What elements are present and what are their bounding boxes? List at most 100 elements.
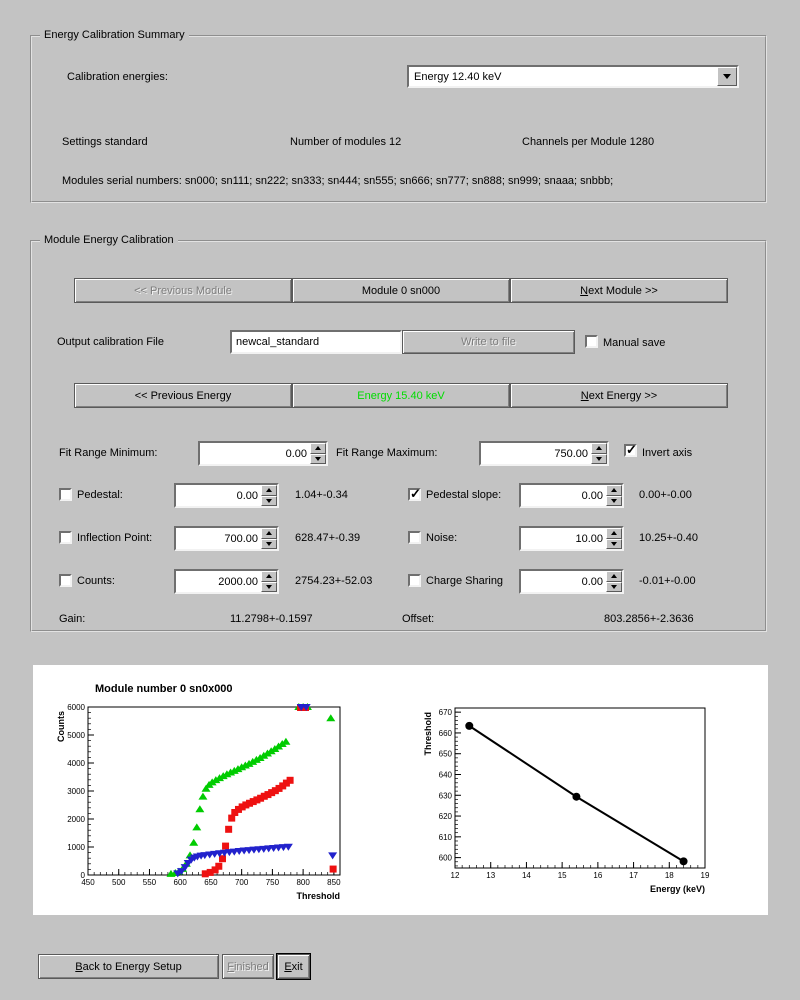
fit-min-down-button[interactable] <box>310 453 326 464</box>
pedestal-spinbox <box>174 483 279 508</box>
energy-calibration-summary-group: Energy Calibration Summary Calibration e… <box>30 29 767 203</box>
charge-sharing-checkbox[interactable] <box>408 574 421 587</box>
fit-range-min-input[interactable] <box>200 443 310 464</box>
module-group-title: Module Energy Calibration <box>40 234 178 246</box>
summary-group-title: Energy Calibration Summary <box>40 29 189 41</box>
energy-select[interactable]: Energy 12.40 keV <box>407 65 739 88</box>
noise-spinbox <box>519 526 624 551</box>
pedestal-slope-label: Pedestal slope: <box>426 489 502 501</box>
fit-max-up-button[interactable] <box>591 443 607 454</box>
svg-text:18: 18 <box>665 871 674 880</box>
svg-text:800: 800 <box>296 878 310 887</box>
down-arrow-icon <box>611 498 617 503</box>
inflection-down-button[interactable] <box>261 538 277 549</box>
up-arrow-icon <box>266 488 272 493</box>
svg-text:16: 16 <box>593 871 602 880</box>
pedestal-slope-checkbox[interactable] <box>408 486 421 502</box>
pedestal-slope-down-button[interactable] <box>606 495 622 506</box>
charge-sharing-up-button[interactable] <box>606 571 622 582</box>
svg-text:6000: 6000 <box>67 703 85 712</box>
noise-down-button[interactable] <box>606 538 622 549</box>
counts-result: 2754.23+-52.03 <box>295 575 373 587</box>
module-serial-numbers-label: Modules serial numbers: sn000; sn111; sn… <box>62 175 614 187</box>
write-to-file-button[interactable]: Write to file <box>402 330 575 354</box>
output-file-field-wrap <box>230 330 402 354</box>
svg-text:750: 750 <box>266 878 280 887</box>
counts-input[interactable] <box>176 571 261 592</box>
up-arrow-icon <box>596 446 602 451</box>
output-file-input[interactable] <box>232 332 400 352</box>
noise-checkbox[interactable] <box>408 531 421 544</box>
svg-text:500: 500 <box>112 878 126 887</box>
pedestal-slope-input[interactable] <box>521 485 606 506</box>
svg-text:14: 14 <box>522 871 531 880</box>
scurve-plot-title: Module number 0 sn0x000 <box>95 683 233 695</box>
up-arrow-icon <box>315 446 321 451</box>
charge-sharing-input[interactable] <box>521 571 606 592</box>
svg-text:0: 0 <box>81 871 86 880</box>
invert-axis-label: Invert axis <box>642 447 693 459</box>
counts-up-button[interactable] <box>261 571 277 582</box>
counts-checkbox[interactable] <box>59 574 72 587</box>
down-arrow-icon <box>611 584 617 589</box>
charge-sharing-down-button[interactable] <box>606 581 622 592</box>
invert-axis-checkbox[interactable] <box>624 442 637 458</box>
inflection-up-button[interactable] <box>261 528 277 539</box>
inflection-point-input[interactable] <box>176 528 261 549</box>
svg-text:1000: 1000 <box>67 843 85 852</box>
inflection-point-checkbox[interactable] <box>59 531 72 544</box>
pedestal-label: Pedestal: <box>77 489 123 501</box>
param-row-inflection: Inflection Point: 628.47+-0.39 Noise: 10… <box>32 525 765 551</box>
svg-text:850: 850 <box>327 878 341 887</box>
counts-spinbox <box>174 569 279 594</box>
pedestal-down-button[interactable] <box>261 495 277 506</box>
output-file-label: Output calibration File <box>57 336 164 348</box>
svg-text:4000: 4000 <box>67 759 85 768</box>
module-energy-calibration-group: Module Energy Calibration << Previous Mo… <box>30 234 767 632</box>
svg-text:660: 660 <box>439 729 453 738</box>
svg-text:650: 650 <box>439 750 453 759</box>
counts-down-button[interactable] <box>261 581 277 592</box>
svg-text:550: 550 <box>143 878 157 887</box>
fit-min-up-button[interactable] <box>310 443 326 454</box>
up-arrow-icon <box>266 531 272 536</box>
pedestal-slope-up-button[interactable] <box>606 485 622 496</box>
pedestal-checkbox[interactable] <box>59 488 72 501</box>
current-module-button[interactable]: Module 0 sn000 <box>292 278 510 303</box>
inflection-point-label: Inflection Point: <box>77 532 153 544</box>
fit-range-max-label: Fit Range Maximum: <box>336 447 438 459</box>
param-row-counts: Counts: 2754.23+-52.03 Charge Sharing -0… <box>32 568 765 594</box>
svg-text:15: 15 <box>558 871 567 880</box>
svg-text:3000: 3000 <box>67 787 85 796</box>
noise-input[interactable] <box>521 528 606 549</box>
pedestal-up-button[interactable] <box>261 485 277 496</box>
noise-up-button[interactable] <box>606 528 622 539</box>
pedestal-input[interactable] <box>176 485 261 506</box>
svg-text:650: 650 <box>204 878 218 887</box>
offset-value: 803.2856+-2.3636 <box>604 613 694 625</box>
svg-text:600: 600 <box>174 878 188 887</box>
svg-text:700: 700 <box>235 878 249 887</box>
svg-text:600: 600 <box>439 854 453 863</box>
svg-text:17: 17 <box>629 871 638 880</box>
noise-result: 10.25+-0.40 <box>639 532 699 544</box>
down-arrow-icon <box>596 456 602 461</box>
dropdown-arrow-button[interactable] <box>717 67 737 86</box>
svg-text:610: 610 <box>439 833 453 842</box>
svg-text:630: 630 <box>439 791 453 800</box>
current-energy-button[interactable]: Energy 15.40 keV <box>292 383 510 408</box>
previous-module-button[interactable]: << Previous Module <box>74 278 292 303</box>
up-arrow-icon <box>611 531 617 536</box>
previous-energy-button[interactable]: << Previous Energy <box>74 383 292 408</box>
fit-range-max-spinbox <box>479 441 609 466</box>
fit-max-down-button[interactable] <box>591 453 607 464</box>
manual-save-checkbox[interactable] <box>585 335 598 348</box>
fit-range-max-input[interactable] <box>481 443 591 464</box>
scurve-chart: 450 500 550 600 650 700 750 800 850 0 1000 2000 3000… <box>46 701 348 907</box>
